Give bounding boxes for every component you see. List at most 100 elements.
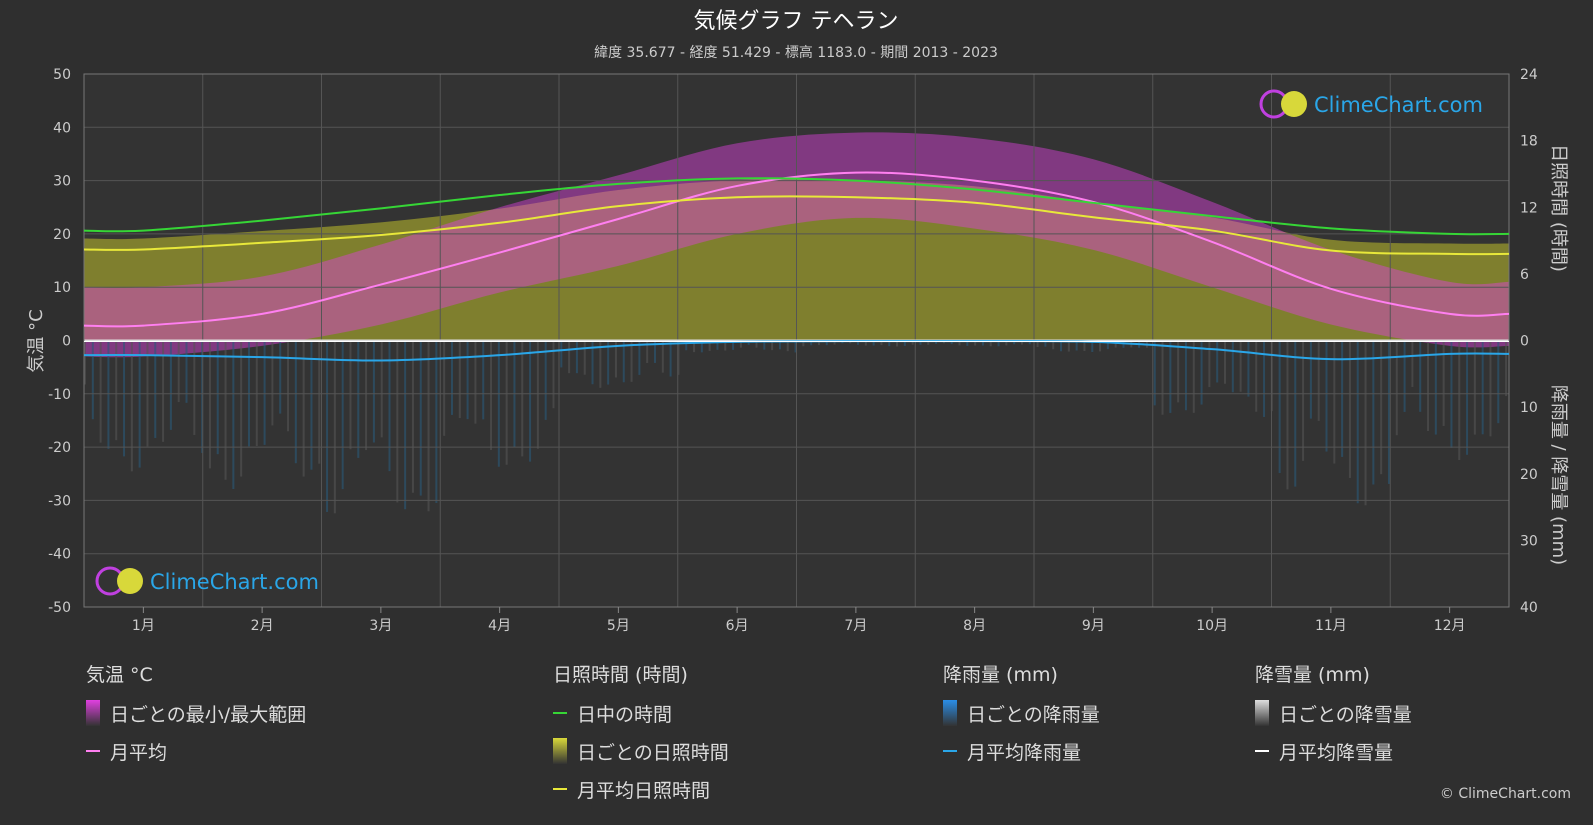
legend-item: 日ごとの日照時間 — [553, 738, 729, 764]
daily-precip-bar — [333, 340, 336, 514]
daily-precip-bar — [107, 340, 110, 449]
daily-precip-bar — [1013, 340, 1016, 345]
daily-precip-bar — [1020, 340, 1023, 345]
y-left-tick: 10 — [53, 280, 71, 296]
daily-precip-bar — [1263, 340, 1266, 417]
y-right-top-tick: 18 — [1520, 134, 1538, 150]
daily-precip-bar — [1387, 340, 1390, 484]
daily-precip-bar — [544, 340, 547, 420]
daily-precip-bar — [888, 340, 891, 347]
daily-precip-bar — [1317, 340, 1320, 421]
daily-precip-bar — [693, 340, 696, 353]
daily-precip-bar — [919, 340, 922, 345]
legend-swatch — [86, 750, 100, 752]
legend-swatch — [86, 700, 100, 726]
daily-precip-bar — [903, 340, 906, 346]
daily-precip-bar — [1247, 340, 1250, 397]
legend-label: 月平均降雪量 — [1279, 741, 1394, 764]
legend-swatch — [553, 788, 567, 790]
x-tick-label: 5月 — [607, 618, 630, 634]
legend-label: 日ごとの降雨量 — [967, 703, 1100, 726]
daily-precip-bar — [326, 340, 329, 512]
daily-precip-bar — [599, 340, 602, 388]
x-tick-label: 11月 — [1315, 618, 1347, 634]
daily-precip-bar — [1341, 340, 1344, 457]
y-left-tick: 50 — [53, 67, 71, 83]
daily-precip-bar — [388, 340, 391, 472]
legend-swatch — [553, 738, 567, 764]
chart-title: 気候グラフ テヘラン — [694, 9, 899, 34]
y-left-tick: -10 — [48, 387, 71, 403]
daily-precip-bar — [349, 340, 352, 450]
daily-precip-bar — [622, 340, 625, 383]
daily-precip-bar — [1364, 340, 1367, 506]
legend-group: 降雨量 (mm) 日ごとの降雨量 月平均降雨量 — [943, 660, 1100, 777]
daily-precip-bar — [1177, 340, 1180, 403]
daily-precip-bar — [661, 340, 664, 373]
legend-item: 日ごとの降雪量 — [1255, 700, 1412, 726]
daily-precip-bar — [91, 340, 94, 420]
chart-subtitle: 緯度 35.677 - 経度 51.429 - 標高 1183.0 - 期間 2… — [594, 44, 998, 61]
daily-precip-bar — [154, 340, 157, 438]
daily-precip-bar — [677, 340, 680, 375]
daily-precip-bar — [872, 340, 875, 346]
daily-precip-bar — [1067, 340, 1070, 352]
y-right-bottom-tick: 40 — [1520, 600, 1538, 616]
daily-precip-bar — [1458, 340, 1461, 461]
daily-precip-bar — [669, 340, 672, 377]
daily-precip-bar — [1192, 340, 1195, 413]
daily-precip-bar — [771, 340, 774, 351]
y-right-top-label: 日照時間 (時間) — [1548, 144, 1569, 272]
daily-precip-bar — [700, 340, 703, 353]
daily-precip-bar — [997, 340, 1000, 347]
legend-item: 月平均降雨量 — [943, 739, 1100, 764]
lines-layer — [83, 171, 1510, 362]
daily-precip-bar — [1333, 340, 1336, 464]
daily-precip-bar — [817, 340, 820, 346]
daily-precip-bar — [1036, 340, 1039, 348]
daily-precip-bar — [630, 340, 633, 382]
x-tick-label: 1月 — [132, 618, 155, 634]
series-line — [83, 171, 1510, 328]
legend-item: 月平均 — [86, 739, 306, 764]
daily-precip-bar — [981, 340, 984, 346]
daily-precip-bar — [575, 340, 578, 374]
daily-precip-bar — [1231, 340, 1234, 393]
daily-precip-bar — [1466, 340, 1469, 455]
daily-precip-bar — [591, 340, 594, 385]
daily-precip-bar — [271, 340, 274, 426]
daily-precip-bar — [880, 340, 883, 346]
daily-precip-bar — [450, 340, 453, 415]
daily-precip-bar — [287, 340, 290, 432]
daily-precip-bar — [341, 340, 344, 490]
daily-precip-bar — [1153, 340, 1156, 406]
daily-precip-bar — [1481, 340, 1484, 435]
legend-group: 気温 °C 日ごとの最小/最大範囲 月平均 — [86, 660, 306, 777]
daily-precip-bar — [935, 340, 938, 344]
y-left-label: 気温 °C — [26, 309, 47, 372]
y-right-bottom-label: 降雨量 / 降雪量 (mm) — [1548, 385, 1569, 565]
daily-precip-bar — [240, 340, 243, 477]
daily-precip-bar — [1427, 340, 1430, 431]
daily-precip-bar — [786, 340, 789, 352]
daily-precip-bar — [185, 340, 188, 403]
daily-precip-bar — [724, 340, 727, 351]
legend-heading: 日照時間 (時間) — [553, 664, 688, 686]
daily-precip-bar — [583, 340, 586, 375]
daily-precip-bar — [1028, 340, 1031, 345]
series-line — [83, 177, 1510, 236]
y-left-tick: 0 — [62, 334, 71, 350]
daily-precip-bar — [654, 340, 656, 363]
daily-precip-bar — [1052, 340, 1055, 350]
daily-precip-bar — [365, 340, 368, 451]
daily-precip-bar — [1114, 340, 1117, 348]
daily-precip-bar — [966, 340, 969, 346]
legend-item: 月平均降雪量 — [1255, 739, 1412, 764]
legend-item: 日中の時間 — [553, 701, 729, 726]
daily-precip-bar — [482, 340, 485, 420]
legend-item: 月平均日照時間 — [553, 777, 729, 802]
grid-layer — [83, 73, 1510, 608]
legend-heading: 降雨量 (mm) — [943, 664, 1058, 686]
daily-precip-bar — [1411, 340, 1414, 387]
legend-label: 月平均降雨量 — [967, 741, 1082, 764]
